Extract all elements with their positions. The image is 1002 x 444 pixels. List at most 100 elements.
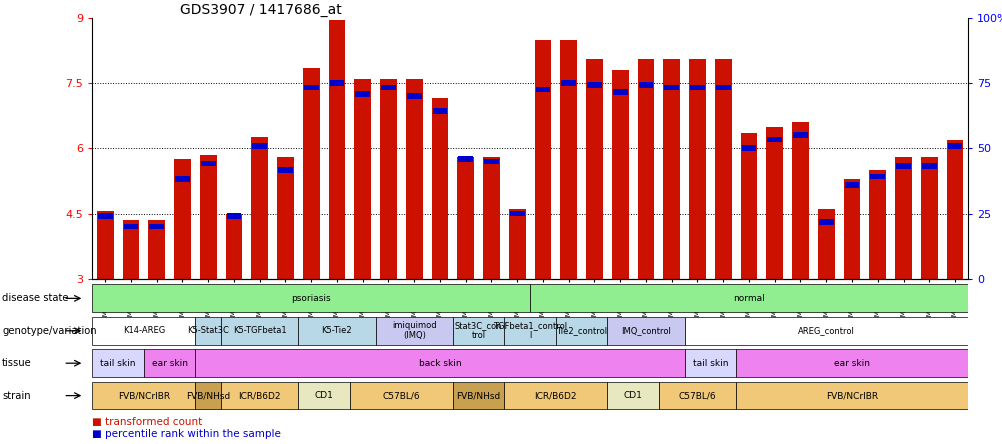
Text: imiquimod
(IMQ): imiquimod (IMQ) [392, 321, 436, 340]
Bar [175, 176, 189, 182]
Text: genotype/variation: genotype/variation [2, 326, 96, 336]
Bar [535, 87, 550, 92]
Bar [504, 382, 607, 409]
Bar [350, 382, 452, 409]
Bar [688, 59, 705, 279]
Bar [354, 79, 371, 279]
Bar [561, 80, 575, 86]
Text: IMQ_control: IMQ_control [620, 326, 670, 335]
Bar [92, 285, 529, 312]
Bar [298, 382, 350, 409]
Bar [792, 122, 808, 279]
Bar [380, 79, 397, 279]
Bar [330, 80, 344, 86]
Text: C57BL/6: C57BL/6 [678, 391, 715, 400]
Bar [534, 40, 551, 279]
Bar [483, 157, 499, 279]
Bar [303, 68, 320, 279]
Bar [407, 93, 421, 99]
Bar [740, 146, 756, 151]
Bar [225, 214, 242, 279]
Bar [662, 59, 679, 279]
Bar [278, 167, 293, 173]
Bar [869, 170, 885, 279]
Bar [555, 317, 607, 345]
Text: K5-TGFbeta1: K5-TGFbeta1 [232, 326, 287, 335]
Bar [586, 83, 601, 88]
Bar [199, 155, 216, 279]
Bar [529, 285, 967, 312]
Bar [92, 382, 195, 409]
Bar [612, 89, 627, 95]
Bar [452, 382, 504, 409]
Bar [329, 20, 345, 279]
Bar [560, 40, 576, 279]
Bar [509, 211, 524, 216]
Bar [508, 209, 525, 279]
Bar [585, 59, 602, 279]
Bar [298, 317, 375, 345]
Text: ■ transformed count: ■ transformed count [92, 416, 202, 427]
Bar [355, 91, 370, 97]
Bar [920, 157, 937, 279]
Bar [715, 84, 729, 90]
Text: K14-AREG: K14-AREG [122, 326, 164, 335]
Bar [195, 382, 220, 409]
Bar [96, 211, 113, 279]
Bar [458, 156, 473, 162]
Text: strain: strain [2, 391, 31, 400]
Text: normal: normal [732, 294, 765, 303]
Text: ICR/B6D2: ICR/B6D2 [238, 391, 281, 400]
Bar [148, 220, 165, 279]
Bar [504, 317, 555, 345]
Bar [122, 220, 139, 279]
Bar [220, 317, 298, 345]
Text: C57BL/6: C57BL/6 [382, 391, 420, 400]
Bar [123, 224, 138, 230]
Text: Tie2_control: Tie2_control [555, 326, 606, 335]
Bar [143, 349, 195, 377]
Bar [921, 163, 936, 169]
Bar [663, 84, 678, 90]
Bar [894, 157, 911, 279]
Bar [714, 59, 730, 279]
Bar [607, 317, 684, 345]
Bar [220, 382, 298, 409]
Text: Stat3C_con
trol: Stat3C_con trol [454, 321, 502, 340]
Bar [92, 349, 143, 377]
Text: TGFbeta1_control
l: TGFbeta1_control l [493, 321, 566, 340]
Bar [406, 79, 422, 279]
Bar [844, 182, 859, 188]
Bar [431, 98, 448, 279]
Text: FVB/NHsd: FVB/NHsd [456, 391, 500, 400]
Bar [766, 127, 783, 279]
Bar [658, 382, 735, 409]
Text: tail skin: tail skin [100, 359, 135, 368]
Bar [735, 349, 967, 377]
Bar [684, 349, 735, 377]
Text: back skin: back skin [418, 359, 461, 368]
Bar [689, 84, 704, 90]
Bar [381, 84, 396, 90]
Bar [432, 108, 447, 114]
Bar [818, 219, 833, 225]
Text: ■ percentile rank within the sample: ■ percentile rank within the sample [92, 429, 281, 439]
Bar [947, 143, 962, 149]
Text: psoriasis: psoriasis [291, 294, 331, 303]
Bar [97, 213, 112, 218]
Text: ICR/B6D2: ICR/B6D2 [534, 391, 576, 400]
Bar [637, 59, 653, 279]
Bar [375, 317, 452, 345]
Bar [895, 163, 910, 169]
Text: CD1: CD1 [315, 391, 333, 400]
Bar [149, 224, 164, 230]
Text: disease state: disease state [2, 293, 68, 303]
Bar [277, 157, 294, 279]
Bar [817, 209, 834, 279]
Bar [735, 382, 967, 409]
Text: FVB/NCrIBR: FVB/NCrIBR [825, 391, 877, 400]
Bar [739, 133, 757, 279]
Text: tail skin: tail skin [692, 359, 727, 368]
Text: ear skin: ear skin [151, 359, 187, 368]
Bar [684, 317, 967, 345]
